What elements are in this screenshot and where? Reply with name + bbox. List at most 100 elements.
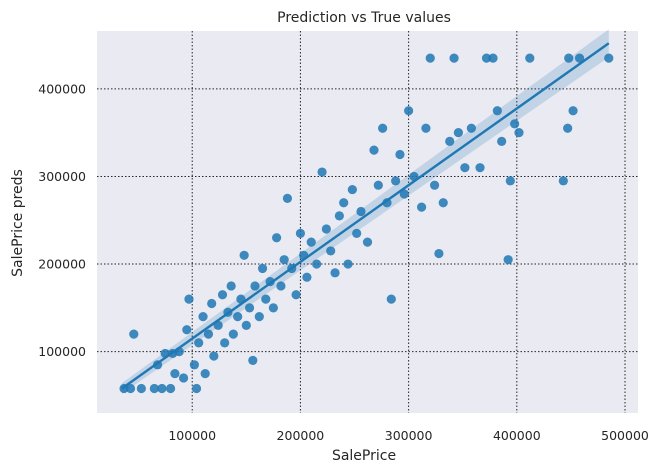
data-point [460, 163, 470, 173]
x-tick-label: 500000 [601, 428, 649, 443]
data-point [497, 136, 507, 146]
data-point [226, 281, 236, 291]
data-point [178, 373, 189, 383]
data-point [200, 368, 210, 379]
data-point [276, 281, 286, 291]
data-point [391, 176, 401, 186]
data-point [312, 259, 322, 269]
plot-background [97, 31, 638, 413]
data-point [558, 176, 568, 186]
y-axis-label: SalePrice preds [10, 169, 26, 277]
data-point [254, 312, 264, 322]
data-point [434, 248, 444, 259]
data-point [157, 383, 167, 394]
data-point [149, 383, 159, 394]
x-tick-labels: 100000 200000 300000 400000 500000 [168, 428, 649, 443]
data-point [239, 250, 249, 260]
data-point [505, 176, 515, 186]
data-point [564, 53, 574, 63]
data-point [217, 290, 228, 300]
x-axis-label: SalePrice [332, 448, 396, 464]
data-point [510, 119, 520, 129]
data-point [257, 263, 268, 274]
data-point [568, 106, 578, 116]
data-point [429, 180, 440, 190]
x-tick-label: 300000 [385, 428, 433, 443]
data-point [373, 180, 383, 190]
data-point [445, 136, 455, 146]
data-point [279, 255, 289, 265]
chart-title: Prediction vs True values [277, 10, 451, 26]
data-point [209, 351, 219, 361]
data-point [362, 237, 373, 247]
regression-line [121, 42, 610, 390]
data-point [233, 312, 243, 322]
data-point [334, 211, 344, 221]
data-point [352, 228, 362, 238]
data-point [220, 338, 230, 348]
data-point [421, 123, 431, 133]
data-point [369, 145, 379, 155]
data-point [347, 184, 357, 195]
data-point [250, 281, 260, 291]
data-point [203, 329, 214, 339]
data-point [248, 355, 258, 366]
data-point [326, 246, 336, 256]
data-point [481, 53, 492, 63]
data-point [194, 338, 204, 348]
data-point [604, 53, 614, 63]
data-point [404, 106, 414, 116]
data-point [343, 259, 353, 269]
data-point [382, 198, 392, 208]
y-tick-label: 200000 [38, 257, 86, 272]
data-point [356, 206, 366, 217]
data-point [488, 53, 498, 63]
data-point [136, 383, 146, 394]
data-point [525, 53, 535, 63]
grid [97, 31, 638, 413]
data-point [268, 303, 278, 313]
data-point [282, 193, 293, 203]
data-point [475, 163, 485, 173]
data-point [514, 128, 524, 138]
data-point [261, 294, 271, 304]
data-point [453, 128, 463, 138]
data-point [291, 290, 301, 300]
data-point [165, 383, 176, 394]
data-point [492, 106, 502, 116]
data-point [574, 53, 585, 63]
data-point [395, 149, 405, 160]
data-point [302, 272, 312, 282]
data-point [295, 228, 306, 238]
data-point [306, 237, 316, 247]
data-point [184, 294, 194, 304]
y-tick-label: 400000 [38, 81, 86, 96]
data-point [321, 224, 331, 234]
data-point [191, 383, 202, 394]
data-point [378, 123, 388, 133]
data-point [189, 360, 199, 370]
y-tick-label: 300000 [38, 169, 86, 184]
data-point [503, 255, 513, 265]
data-point [182, 325, 192, 335]
x-tick-label: 200000 [277, 428, 325, 443]
data-point [170, 368, 180, 379]
data-point [417, 202, 427, 212]
data-point [241, 320, 251, 330]
data-point [449, 53, 459, 63]
data-point [317, 167, 327, 177]
data-point [386, 294, 396, 304]
data-point [272, 233, 282, 243]
data-point [125, 383, 136, 394]
data-point [129, 329, 139, 339]
data-point [563, 123, 573, 133]
y-tick-labels: 100000 200000 300000 400000 [38, 81, 86, 359]
data-point [425, 53, 435, 63]
data-point [228, 329, 238, 339]
data-point [438, 198, 448, 208]
data-point [198, 312, 208, 322]
data-point [339, 198, 349, 208]
data-point [466, 123, 476, 133]
data-point [330, 268, 340, 278]
